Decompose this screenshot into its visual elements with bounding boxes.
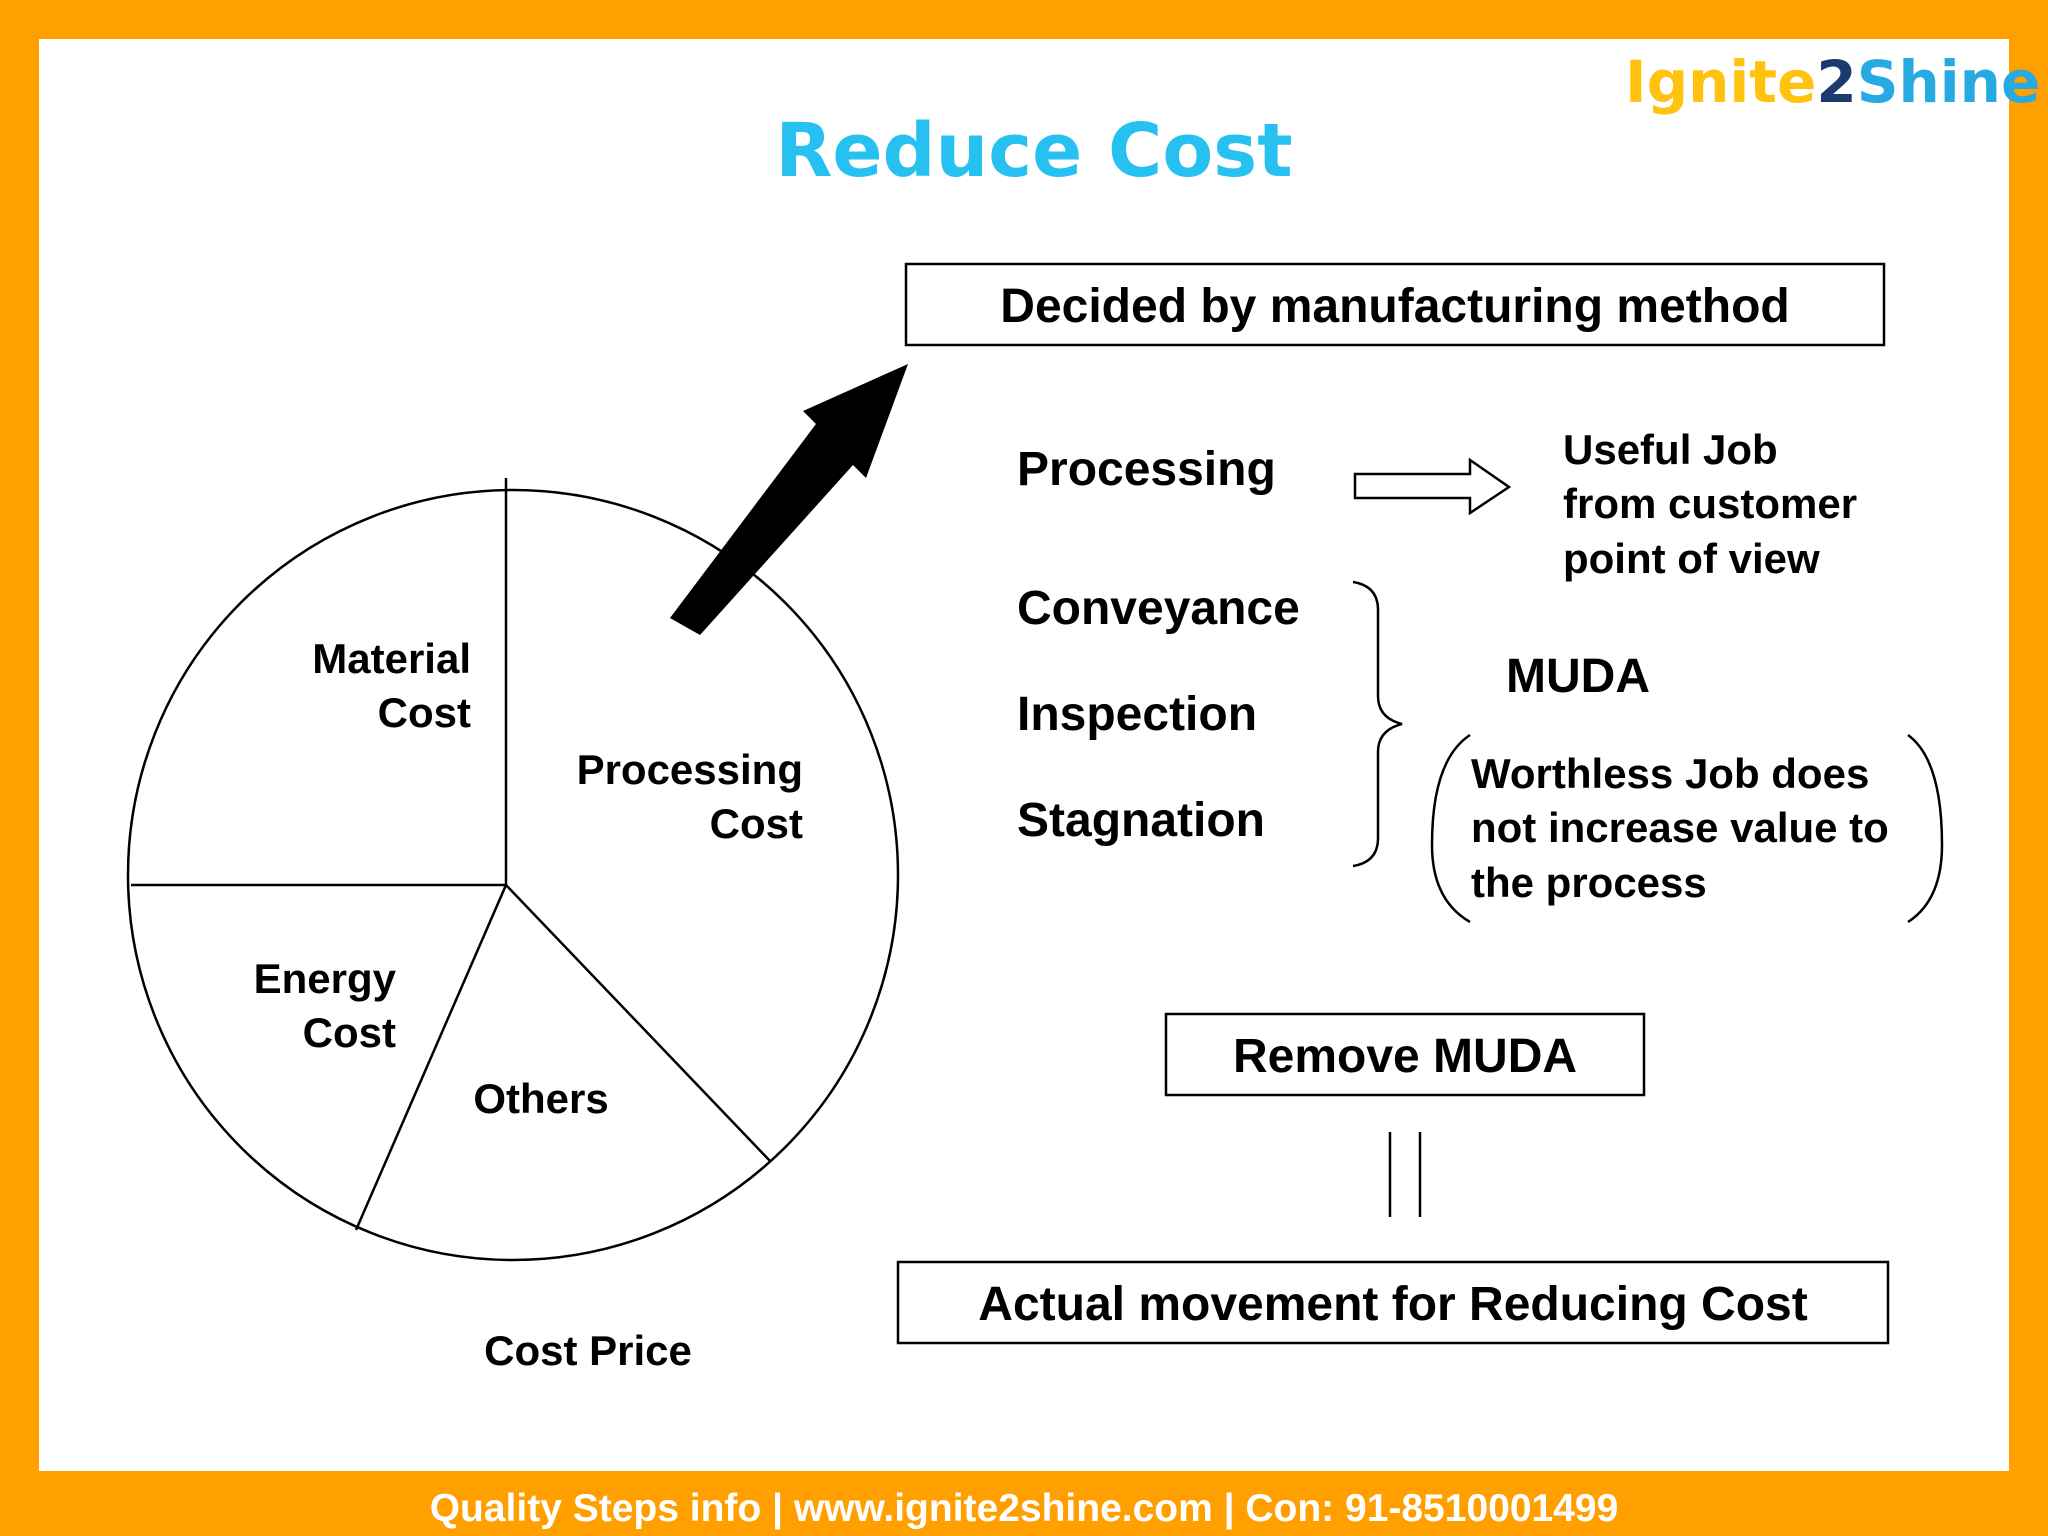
muda-desc-line-2: not increase value to [1471,804,1889,851]
pie-outline [126,488,900,1262]
decided-text: Decided by manufacturing method [1000,280,1789,333]
remove-muda-text: Remove MUDA [1233,1030,1577,1083]
useful-line-3: point of view [1563,535,1820,582]
arrow-up-right-icon [670,364,908,635]
useful-line-2: from customer [1563,480,1857,527]
pie-divider-lower-right [505,884,772,1163]
activity-inspection: Inspection [1017,688,1257,741]
muda-label: MUDA [1506,650,1650,703]
footer-contact: Quality Steps info | www.ignite2shine.co… [429,1487,1619,1530]
decided-box [904,262,1886,347]
pie-divider-lower-left [354,884,508,1231]
pie-caption: Cost Price [484,1327,692,1374]
slice-label-material-1: Material [312,635,471,682]
left-parenthesis-icon [1430,733,1471,924]
slice-label-material-2: Cost [378,689,471,736]
logo-part1: Ignite [1625,48,1816,116]
actual-movement-box [896,1260,1890,1345]
right-parenthesis-icon [1907,733,1944,924]
cost-pie [126,478,900,1262]
logo: Ignite2Shine [1625,48,2040,116]
slice-label-energy-1: Energy [254,955,397,1002]
useful-line-1: Useful Job [1563,426,1778,473]
hollow-arrow-right-icon [1353,457,1512,516]
activity-conveyance: Conveyance [1017,582,1300,635]
curly-brace-icon [1352,580,1403,868]
activity-processing: Processing [1017,443,1276,496]
muda-desc-line-3: the process [1471,859,1707,906]
slice-label-processing-1: Processing [577,746,803,793]
slice-label-others: Others [473,1075,608,1122]
slice-label-processing-2: Cost [710,800,803,847]
activity-stagnation: Stagnation [1017,794,1265,847]
actual-movement-text: Actual movement for Reducing Cost [978,1278,1807,1331]
muda-desc-line-1: Worthless Job does [1471,750,1869,797]
slice-label-energy-2: Cost [303,1009,396,1056]
logo-part3: Shine [1857,48,2041,116]
page-title: Reduce Cost [775,108,1292,194]
remove-muda-box [1164,1012,1646,1097]
logo-part2: 2 [1816,48,1856,116]
